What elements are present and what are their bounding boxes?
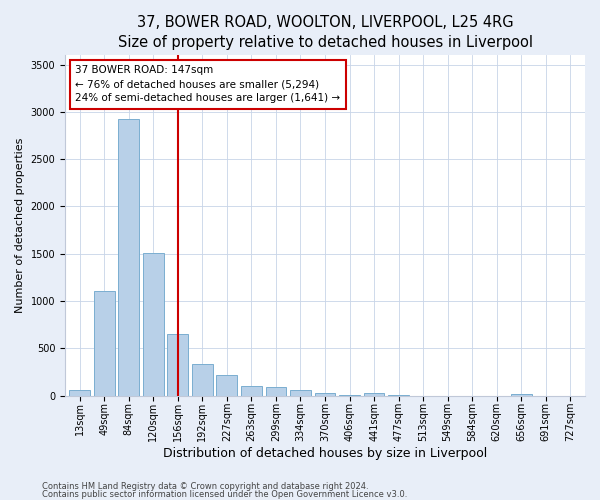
Bar bbox=[241, 386, 262, 396]
Bar bbox=[266, 387, 286, 396]
Bar bbox=[290, 390, 311, 396]
Bar bbox=[70, 390, 90, 396]
X-axis label: Distribution of detached houses by size in Liverpool: Distribution of detached houses by size … bbox=[163, 447, 487, 460]
Bar bbox=[167, 334, 188, 396]
Bar bbox=[217, 376, 238, 396]
Text: 37 BOWER ROAD: 147sqm
← 76% of detached houses are smaller (5,294)
24% of semi-d: 37 BOWER ROAD: 147sqm ← 76% of detached … bbox=[76, 66, 341, 104]
Bar bbox=[314, 393, 335, 396]
Bar bbox=[118, 118, 139, 396]
Bar bbox=[143, 253, 164, 396]
Bar bbox=[511, 394, 532, 396]
Title: 37, BOWER ROAD, WOOLTON, LIVERPOOL, L25 4RG
Size of property relative to detache: 37, BOWER ROAD, WOOLTON, LIVERPOOL, L25 … bbox=[118, 15, 533, 50]
Bar bbox=[192, 364, 213, 396]
Text: Contains public sector information licensed under the Open Government Licence v3: Contains public sector information licen… bbox=[42, 490, 407, 499]
Bar bbox=[364, 394, 385, 396]
Bar bbox=[94, 290, 115, 396]
Y-axis label: Number of detached properties: Number of detached properties bbox=[15, 138, 25, 313]
Text: Contains HM Land Registry data © Crown copyright and database right 2024.: Contains HM Land Registry data © Crown c… bbox=[42, 482, 368, 491]
